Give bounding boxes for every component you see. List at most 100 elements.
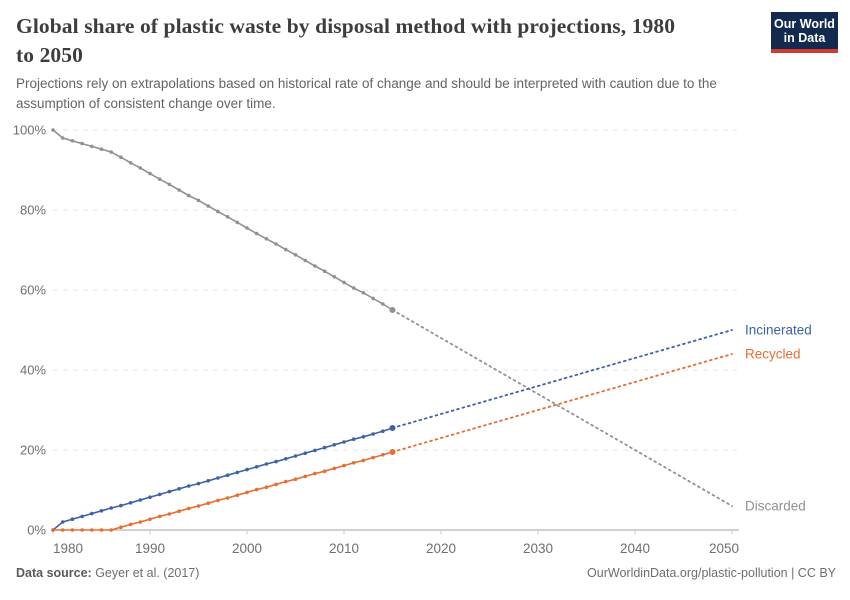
recycled-marker [332, 466, 337, 471]
recycled-marker [196, 504, 201, 508]
recycled-marker [109, 528, 113, 532]
incinerated-marker [371, 432, 375, 436]
incinerated-marker [128, 501, 133, 505]
recycled-marker [342, 463, 346, 468]
discarded-marker [303, 258, 308, 263]
discarded-marker [177, 188, 181, 192]
recycled-marker [216, 498, 220, 503]
recycled-marker [264, 485, 269, 490]
recycled-line [53, 451, 393, 531]
recycled-marker [371, 455, 375, 460]
discarded-marker [99, 147, 104, 151]
incinerated-marker [284, 457, 288, 461]
recycled-marker [206, 501, 210, 506]
recycled-marker [245, 490, 249, 495]
discarded-marker [245, 226, 249, 230]
recycled-marker [70, 528, 75, 532]
subtitle-line-1: Projections rely on extrapolations based… [16, 76, 717, 91]
discarded-line [52, 129, 393, 311]
x-axis-label-1990: 1990 [135, 541, 165, 556]
discarded-marker [284, 247, 288, 252]
incinerated-marker [167, 489, 172, 494]
discarded-marker [196, 198, 201, 203]
discarded-marker [225, 215, 230, 219]
chart-footer: Data source: Geyer et al. (2017) OurWorl… [16, 566, 836, 580]
discarded-marker [371, 296, 375, 301]
discarded-marker [216, 209, 220, 214]
incinerated-marker [109, 506, 113, 510]
y-axis-label-40: 40% [20, 363, 46, 378]
incinerated-marker [119, 503, 123, 508]
recycled-marker [80, 528, 84, 532]
recycled-marker [51, 528, 55, 532]
series-label-incinerated: Incinerated [745, 323, 812, 338]
discarded-marker [60, 136, 65, 140]
recycled-marker [381, 453, 385, 457]
recycled-marker [119, 525, 123, 529]
subtitle-line-2: assumption of consistent change over tim… [16, 96, 276, 111]
recycled-marker [225, 496, 230, 500]
y-axis-label-0: 0% [27, 523, 46, 538]
discarded-marker [119, 155, 123, 159]
incinerated-marker [332, 443, 337, 447]
y-axis-label-60: 60% [20, 283, 46, 298]
recycled-marker [284, 479, 288, 484]
footer-attribution: OurWorldinData.org/plastic-pollution | C… [587, 566, 836, 580]
recycled-marker [90, 528, 94, 532]
incinerated-projection-line [391, 329, 733, 429]
incinerated-marker [274, 459, 278, 464]
recycled-marker [313, 471, 317, 476]
discarded-marker [264, 237, 269, 241]
incinerated-marker [80, 514, 84, 519]
title-line-2: to 2050 [16, 43, 83, 67]
discarded-marker [351, 286, 356, 290]
line-chart-canvas: 0% 20% 40% 60% 80% 100% 1980 1990 2000 2010 2020 20… [13, 123, 812, 557]
discarded-marker [235, 220, 240, 225]
recycled-marker [128, 522, 133, 527]
recycled-marker [235, 493, 240, 498]
incinerated-marker [293, 454, 298, 458]
discarded-marker [381, 302, 385, 306]
series-label-discarded: Discarded [745, 499, 806, 514]
incinerated-marker [235, 470, 240, 475]
x-axis-label-2030: 2030 [523, 541, 553, 556]
owid-logo-line-1: Our World [774, 16, 835, 31]
recycled-marker [177, 509, 181, 513]
discarded-marker [90, 144, 94, 149]
discarded-marker [206, 204, 210, 208]
discarded-marker [342, 280, 346, 285]
incinerated-marker [216, 476, 220, 480]
recycled-marker [187, 506, 191, 511]
discarded-marker [70, 139, 75, 143]
y-axis-label-20: 20% [20, 443, 46, 458]
data-source: Data source: Geyer et al. (2017) [16, 566, 199, 580]
discarded-marker [274, 242, 278, 246]
incinerated-marker [361, 435, 366, 439]
incinerated-marker [99, 509, 104, 513]
incinerated-marker [254, 465, 259, 469]
incinerated-marker [70, 517, 75, 521]
x-axis-label-2020: 2020 [426, 541, 456, 556]
discarded-marker [109, 150, 113, 154]
recycled-marker [157, 514, 162, 519]
chart-subtitle: Projections rely on extrapolations based… [16, 74, 806, 114]
data-source-label: Data source: [16, 566, 92, 580]
discarded-marker [157, 177, 162, 181]
incinerated-marker [177, 487, 181, 491]
recycled-marker [351, 461, 356, 465]
incinerated-marker [187, 484, 191, 488]
recycled-marker [60, 528, 65, 532]
discarded-marker [332, 275, 337, 279]
discarded-marker [148, 171, 152, 176]
recycled-marker [322, 469, 327, 474]
incinerated-marker [342, 440, 346, 444]
y-axis-label-100: 100% [13, 123, 47, 138]
recycled-marker [361, 458, 366, 463]
page-title: Global share of plastic waste by disposa… [16, 12, 746, 70]
discarded-marker [167, 182, 172, 187]
incinerated-marker [206, 479, 210, 483]
discarded-marker [361, 291, 366, 295]
discarded-marker [138, 166, 143, 170]
incinerated-marker [303, 451, 308, 456]
